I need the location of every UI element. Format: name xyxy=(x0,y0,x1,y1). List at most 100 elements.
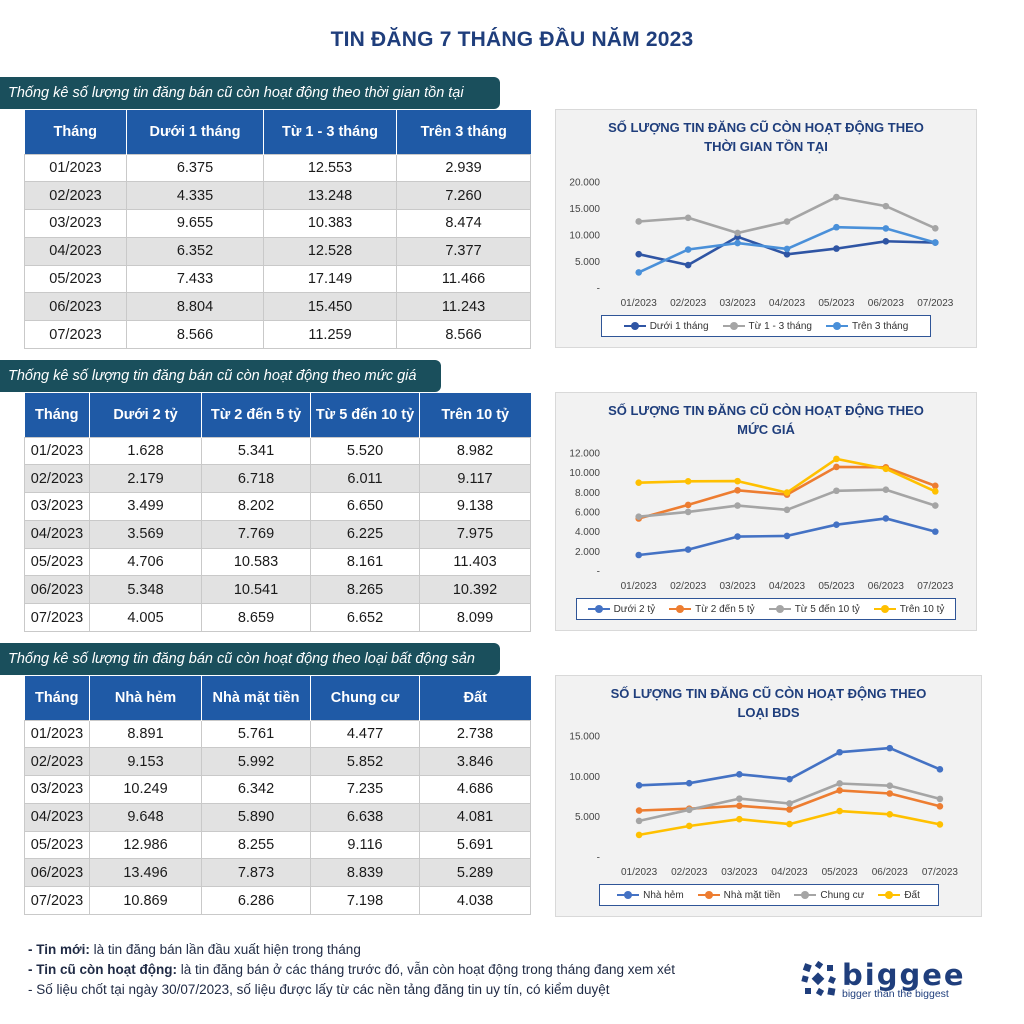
y-tick-label: 8.000 xyxy=(575,488,600,499)
data-point xyxy=(736,815,743,823)
data-point xyxy=(936,802,944,810)
value-cell: 4.477 xyxy=(310,719,420,749)
month-cell: 06/2023 xyxy=(24,858,90,888)
data-point xyxy=(882,515,890,522)
value-cell: 6.352 xyxy=(126,236,264,266)
data-point xyxy=(886,811,894,818)
chart-duration: SỐ LƯỢNG TIN ĐĂNG CŨ CÒN HOẠT ĐỘNG THEO T… xyxy=(555,109,977,348)
table-property-type: Tháng Nhà hẻm Nhà mặt tiền Chung cư Đất 01/20… xyxy=(24,676,531,916)
value-cell: 9.153 xyxy=(89,747,202,777)
data-point xyxy=(836,780,843,787)
x-tick-label: 07/2023 xyxy=(917,581,954,592)
data-point xyxy=(833,245,840,252)
value-cell: 9.138 xyxy=(419,492,531,521)
value-cell: 8.474 xyxy=(396,209,531,238)
data-point xyxy=(734,239,741,247)
data-point xyxy=(684,478,692,485)
data-point xyxy=(936,766,944,773)
table-row: 01/2023 8.891 5.761 4.477 2.738 xyxy=(24,719,531,749)
chart-legend: Dưới 2 tỷ Từ 2 đến 5 tỷ Từ 5 đến 10 tỷ Trên… xyxy=(576,598,956,620)
value-cell: 2.939 xyxy=(396,153,531,183)
x-tick-label: 04/2023 xyxy=(769,298,806,309)
data-point xyxy=(635,479,643,486)
value-cell: 7.433 xyxy=(126,264,264,294)
legend-swatch-icon xyxy=(623,322,646,330)
column-header: Từ 2 đến 5 tỷ xyxy=(201,393,311,437)
value-cell: 6.342 xyxy=(201,775,311,804)
legend-item: Chung cư xyxy=(794,890,864,901)
data-point xyxy=(833,455,840,463)
data-point xyxy=(783,218,791,225)
x-tick-label: 03/2023 xyxy=(719,298,756,309)
legend-item: Đất xyxy=(878,890,920,901)
data-point xyxy=(684,214,692,222)
data-point xyxy=(783,251,791,258)
value-cell: 3.569 xyxy=(89,519,202,549)
value-cell: 8.161 xyxy=(310,547,420,577)
table-price: Tháng Dưới 2 tỷ Từ 2 đến 5 tỷ Từ 5 đến 10 t… xyxy=(24,393,531,633)
value-cell: 6.225 xyxy=(310,519,420,549)
legend-swatch-icon xyxy=(722,322,745,330)
logo-tagline: bigger than the biggest xyxy=(842,988,949,1000)
month-cell: 07/2023 xyxy=(24,603,90,633)
month-cell: 06/2023 xyxy=(24,575,90,605)
chart-plot: - 2.000 4.000 6.000 8.000 10.000 12.000 01/2023… xyxy=(569,449,954,593)
column-header: Dưới 1 tháng xyxy=(126,110,264,154)
y-tick-label: 15.000 xyxy=(569,204,600,215)
value-cell: 11.259 xyxy=(263,320,397,350)
legend-item: Từ 1 - 3 tháng xyxy=(722,321,812,332)
data-point xyxy=(833,193,840,201)
chart-price: SỐ LƯỢNG TIN ĐĂNG CŨ CÒN HOẠT ĐỘNG THEO M… xyxy=(555,392,977,631)
data-point xyxy=(635,218,643,225)
table-row: 06/2023 5.348 10.541 8.265 10.392 xyxy=(24,575,531,605)
note-line: - Tin cũ còn hoạt động: là tin đăng bán … xyxy=(28,962,676,977)
logo-mark-icon xyxy=(801,960,836,997)
value-cell: 6.652 xyxy=(310,603,420,633)
value-cell: 7.769 xyxy=(201,519,311,549)
value-cell: 8.804 xyxy=(126,292,264,322)
legend-item: Dưới 1 tháng xyxy=(623,320,709,332)
y-tick-label: 10.000 xyxy=(569,468,600,479)
value-cell: 8.566 xyxy=(396,320,531,350)
value-cell: 6.650 xyxy=(310,492,420,521)
x-tick-label: 04/2023 xyxy=(769,581,806,592)
series-line xyxy=(638,457,936,494)
value-cell: 13.248 xyxy=(263,181,397,211)
data-point xyxy=(886,790,894,797)
x-tick-label: 01/2023 xyxy=(621,867,658,878)
value-cell: 10.383 xyxy=(263,209,397,238)
data-point xyxy=(833,521,840,529)
value-cell: 8.265 xyxy=(310,575,420,605)
data-point xyxy=(783,245,791,253)
column-header: Dưới 2 tỷ xyxy=(89,393,202,437)
value-cell: 5.890 xyxy=(201,802,311,832)
legend-swatch-icon xyxy=(825,322,848,330)
data-point xyxy=(836,807,843,815)
data-point xyxy=(635,817,643,825)
month-cell: 06/2023 xyxy=(24,292,127,322)
value-cell: 5.992 xyxy=(201,747,311,777)
legend-item: Dưới 2 tỷ xyxy=(587,604,655,615)
value-cell: 10.392 xyxy=(419,575,531,605)
legend-label: Dưới 1 tháng xyxy=(649,320,709,332)
value-cell: 7.198 xyxy=(310,886,420,916)
data-point xyxy=(786,820,793,828)
table-row: 03/2023 9.655 10.383 8.474 xyxy=(24,209,531,238)
value-cell: 5.761 xyxy=(201,719,311,749)
footnotes: - Tin mới: là tin đăng bán lần đầu xuất … xyxy=(28,940,675,1000)
value-cell: 7.873 xyxy=(201,858,311,888)
legend-label: Trên 3 tháng xyxy=(851,320,909,332)
column-header: Đất xyxy=(419,676,531,720)
table-row: 01/2023 6.375 12.553 2.939 xyxy=(24,153,531,183)
y-tick-label: 5.000 xyxy=(575,812,600,823)
data-point xyxy=(786,775,793,783)
value-cell: 4.706 xyxy=(89,547,202,577)
value-cell: 10.249 xyxy=(89,775,202,804)
value-cell: 8.839 xyxy=(310,858,420,888)
table-duration: Tháng Dưới 1 tháng Từ 1 - 3 tháng Trên 3 th… xyxy=(24,110,531,350)
column-header: Tháng xyxy=(24,393,90,437)
y-tick-label: 2.000 xyxy=(575,547,600,558)
legend-item: Nhà hẻm xyxy=(617,890,684,901)
data-point xyxy=(931,488,939,495)
data-point xyxy=(635,807,643,814)
